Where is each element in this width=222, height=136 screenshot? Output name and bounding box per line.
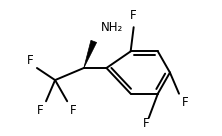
Text: F: F (182, 96, 188, 109)
Text: NH₂: NH₂ (100, 21, 123, 34)
Polygon shape (84, 40, 97, 68)
Text: F: F (27, 54, 34, 67)
Text: F: F (143, 117, 149, 130)
Text: F: F (70, 104, 77, 117)
Text: F: F (36, 104, 43, 117)
Text: F: F (130, 9, 137, 22)
